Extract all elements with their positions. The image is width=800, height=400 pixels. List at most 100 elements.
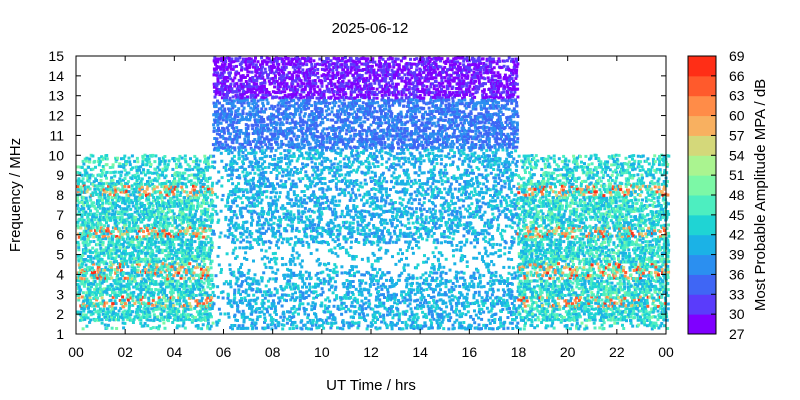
data-point [152,196,156,199]
data-point [193,215,197,219]
data-point [264,70,268,74]
data-point [296,96,300,100]
data-point [239,292,242,296]
data-point [167,192,171,196]
data-point [154,301,158,305]
data-point [125,230,129,233]
data-point [283,206,287,210]
data-point [173,179,177,183]
data-point [178,177,182,181]
data-point [199,174,203,178]
data-point [151,249,154,253]
data-point [139,309,143,313]
data-point [83,185,87,189]
data-point [215,84,219,88]
data-point [294,126,298,129]
data-point [134,196,138,200]
data-point [102,253,106,257]
data-point [251,195,255,199]
data-point [88,173,92,177]
data-point [190,267,194,271]
data-point [294,291,297,295]
data-point [183,215,187,219]
data-point [287,140,291,144]
data-point [92,256,96,260]
data-point [178,268,182,272]
data-point [180,290,183,294]
data-point [199,223,203,227]
data-point [261,304,265,308]
data-point [121,242,125,246]
data-point [285,117,289,121]
data-point [273,195,277,199]
data-point [102,271,106,275]
data-point [142,306,146,310]
data-point [286,62,290,66]
data-point [165,185,169,189]
data-point [241,98,245,102]
data-point [223,107,227,111]
data-point [229,84,232,88]
data-point [205,218,209,222]
data-point [193,154,197,158]
data-point [198,226,202,230]
data-point [257,67,261,71]
data-point [294,235,298,239]
data-point [118,217,122,221]
data-point [102,188,106,192]
data-point [143,153,147,157]
data-point [137,295,141,299]
data-point [254,162,258,165]
data-point [96,304,100,308]
data-point [247,104,251,108]
data-point [206,159,210,163]
data-point [179,313,183,317]
data-point [116,287,120,291]
data-point [98,268,102,272]
data-point [151,253,155,257]
data-point [260,257,264,261]
data-point [146,307,150,311]
data-point [206,285,210,289]
data-point [106,229,110,233]
data-point [123,257,127,261]
data-point [96,201,100,205]
data-point [77,285,81,289]
data-point [251,124,255,127]
data-point [169,299,173,303]
data-point [152,187,156,191]
data-point [154,288,158,291]
data-point [141,315,145,319]
data-point [76,224,80,228]
data-point [249,60,253,64]
data-point [106,193,110,197]
data-point [100,182,103,186]
data-point [220,184,224,188]
data-point [217,116,221,120]
data-point [100,155,104,159]
data-point [230,232,234,235]
data-point [188,233,192,236]
data-point [216,110,220,113]
data-point [139,196,142,200]
data-point [270,112,273,116]
data-point [294,120,298,124]
data-point [176,262,180,266]
data-point [188,279,192,283]
data-point [261,81,265,85]
data-point [76,287,80,291]
data-point [81,177,85,181]
data-point [147,268,151,272]
data-point [248,287,251,291]
data-point [188,243,192,247]
data-point [89,257,93,261]
data-point [92,282,96,286]
data-point [203,157,207,161]
data-point [273,132,277,136]
data-point [199,249,203,253]
data-point [123,315,127,319]
data-point [81,268,85,272]
data-point [111,241,115,245]
data-point [95,282,99,286]
data-point [144,216,148,220]
